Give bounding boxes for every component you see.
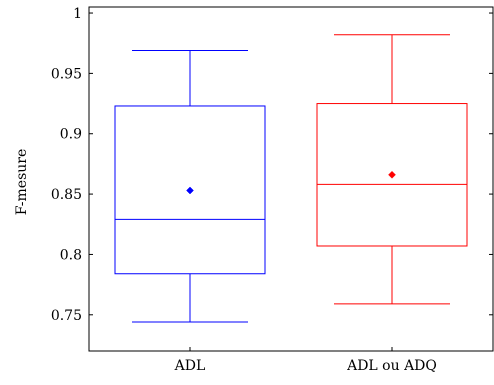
x-tick-label: ADL <box>174 358 206 374</box>
y-tick-label: 0.8 <box>60 247 82 263</box>
labels-layer: F-mesure <box>14 149 30 216</box>
mean-marker <box>186 186 194 195</box>
y-tick-label: 1 <box>73 6 82 22</box>
x-tick-label: ADL ou ADQ <box>346 358 437 374</box>
y-axis-label: F-mesure <box>14 149 30 216</box>
plot-frame <box>88 6 494 352</box>
boxes-layer <box>114 34 468 323</box>
y-tick-label: 0.9 <box>60 127 82 143</box>
box-iqr <box>114 105 266 275</box>
mean-marker <box>388 170 396 179</box>
y-tick-label: 0.95 <box>51 66 82 82</box>
axes-layer: 0.75 0.8 0.85 0.9 0.95 1 ADL ADL ou ADQ <box>51 6 494 374</box>
y-tick-label: 0.75 <box>51 308 82 324</box>
box-iqr <box>316 103 468 247</box>
y-tick-label: 0.85 <box>51 187 82 203</box>
